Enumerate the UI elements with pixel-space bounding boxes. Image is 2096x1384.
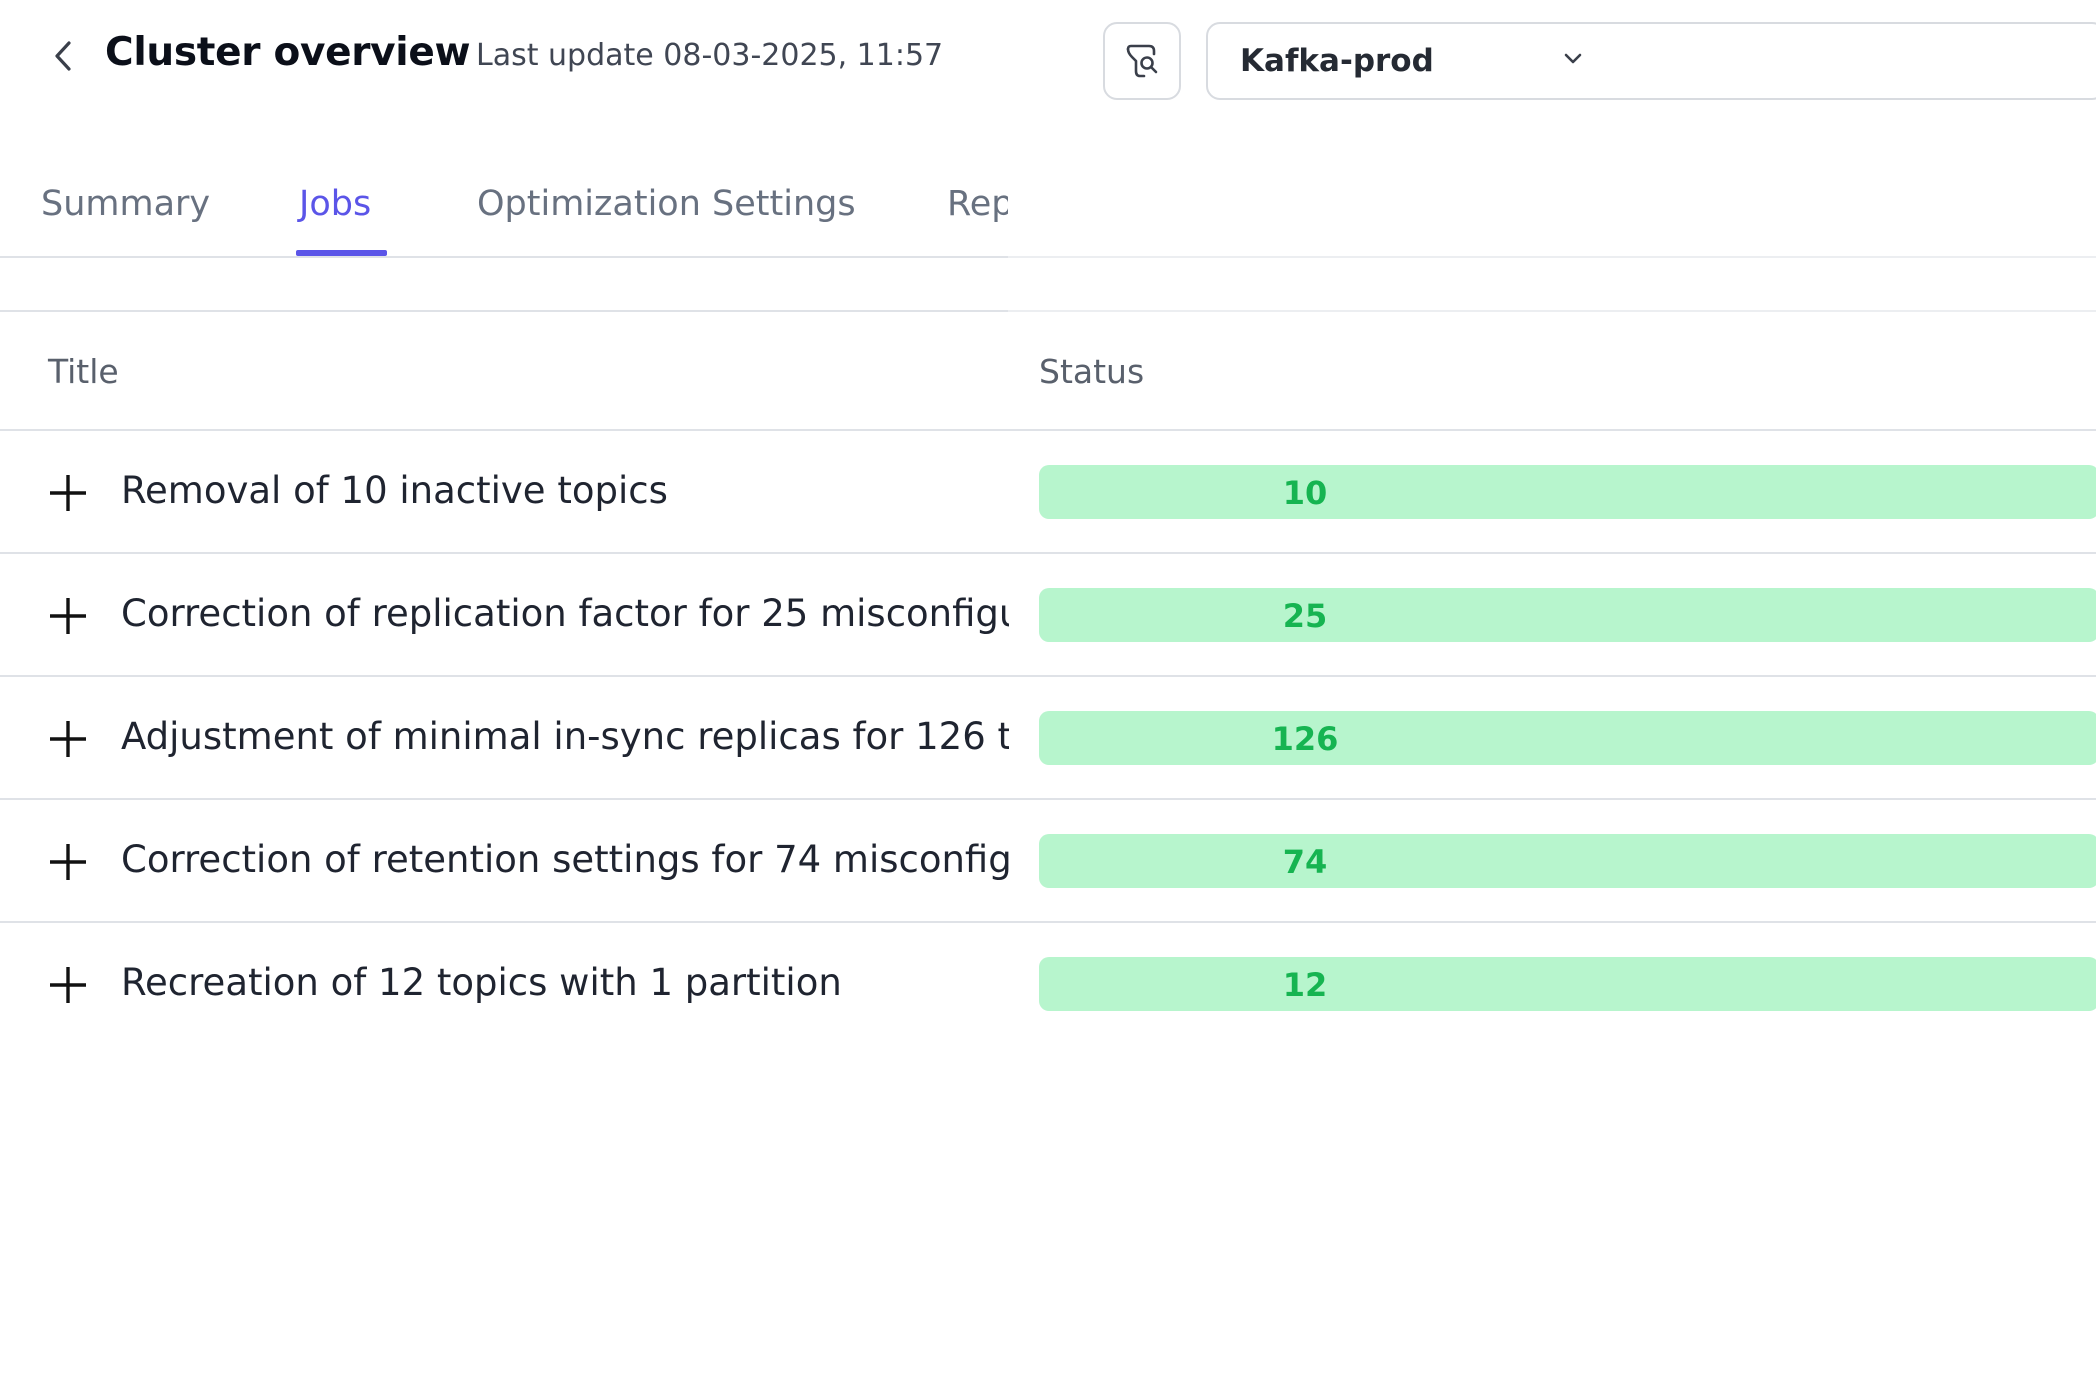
- divider: [0, 675, 2096, 677]
- tab-reports[interactable]: Rep: [947, 184, 1008, 224]
- table-row[interactable]: Removal of 10 inactive topics 10: [0, 431, 2096, 554]
- divider: [0, 921, 2096, 923]
- status-badge: [1039, 588, 2096, 642]
- divider: [1008, 310, 2096, 312]
- plus-icon[interactable]: [48, 842, 88, 882]
- active-tab-indicator: [296, 250, 387, 256]
- divider: [1008, 256, 2096, 258]
- plus-icon[interactable]: [48, 965, 88, 1005]
- divider: [0, 310, 1008, 312]
- column-header-status: Status: [1039, 352, 1145, 391]
- topic-search-button[interactable]: [1103, 22, 1181, 100]
- page-title: Cluster overview: [105, 30, 471, 75]
- status-count: 25: [1282, 597, 1328, 635]
- row-title: Correction of replication factor for 25 …: [121, 592, 1009, 635]
- table-row[interactable]: Recreation of 12 topics with 1 partition…: [0, 923, 2096, 1046]
- cluster-select[interactable]: Kafka-prod: [1206, 22, 2096, 100]
- table-row[interactable]: Correction of replication factor for 25 …: [0, 554, 2096, 677]
- status-count: 12: [1282, 966, 1328, 1004]
- status-count: 74: [1282, 843, 1328, 881]
- column-header-title: Title: [48, 352, 119, 391]
- divider: [0, 429, 2096, 431]
- status-badge: [1039, 834, 2096, 888]
- plus-icon[interactable]: [48, 473, 88, 513]
- row-title: Correction of retention settings for 74 …: [121, 838, 1009, 881]
- last-update-text: Last update 08-03-2025, 11:57: [476, 38, 944, 73]
- status-badge: [1039, 957, 2096, 1011]
- row-title: Removal of 10 inactive topics: [121, 469, 668, 512]
- tab-jobs[interactable]: Jobs: [299, 184, 372, 224]
- chevron-down-icon: [1564, 53, 1582, 64]
- chevron-left-icon: [55, 41, 71, 71]
- map-search-icon: [1126, 44, 1158, 78]
- status-count: 10: [1282, 474, 1328, 512]
- row-title: Recreation of 12 topics with 1 partition: [121, 961, 842, 1004]
- divider: [0, 552, 2096, 554]
- plus-icon[interactable]: [48, 719, 88, 759]
- divider: [0, 798, 2096, 800]
- tab-bar: Summary Jobs Optimization Settings Rep: [0, 150, 1008, 258]
- plus-icon[interactable]: [48, 596, 88, 636]
- table-row[interactable]: Correction of retention settings for 74 …: [0, 800, 2096, 923]
- back-button[interactable]: [44, 34, 84, 78]
- status-badge: [1039, 711, 2096, 765]
- tab-optimization-settings[interactable]: Optimization Settings: [477, 184, 856, 224]
- table-row[interactable]: Adjustment of minimal in-sync replicas f…: [0, 677, 2096, 800]
- status-badge: [1039, 465, 2096, 519]
- status-count: 126: [1271, 720, 1339, 758]
- row-title: Adjustment of minimal in-sync replicas f…: [121, 715, 1009, 758]
- tab-summary[interactable]: Summary: [41, 184, 211, 224]
- cluster-select-value: Kafka-prod: [1240, 43, 1434, 79]
